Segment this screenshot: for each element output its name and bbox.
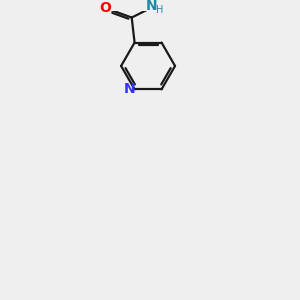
Text: O: O xyxy=(99,1,111,15)
Text: N: N xyxy=(146,0,158,13)
Text: H: H xyxy=(156,5,163,15)
Text: N: N xyxy=(124,82,136,96)
